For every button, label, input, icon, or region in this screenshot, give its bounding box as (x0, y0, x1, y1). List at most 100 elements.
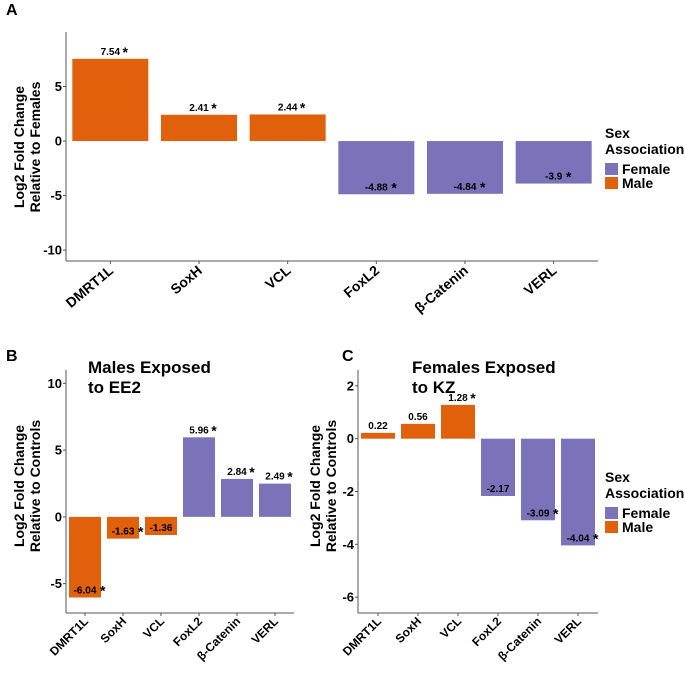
chart-b-bar (145, 516, 177, 536)
chart-c-xtick-label: VERL (552, 614, 585, 647)
chart-a-xtick-label: VCL (262, 262, 294, 293)
legend-c-male-swatch (605, 521, 618, 533)
chart-b-significance-star: * (138, 524, 144, 540)
chart-a-ytick-label: -5 (50, 188, 62, 203)
chart-a-data-label: -4.88 (365, 182, 388, 193)
legend-c-female-swatch (605, 507, 618, 519)
chart-c-data-label: -4.04 (567, 533, 590, 544)
chart-b-significance-star: * (100, 583, 106, 599)
chart-a-xtick-label: FoxL2 (340, 262, 382, 301)
legend-c-title-line1: Sex (605, 469, 630, 485)
chart-c-bar (521, 438, 555, 521)
chart-a-xtick-label: β-Catenin (411, 262, 471, 316)
chart-b-significance-star: * (211, 422, 217, 438)
chart-b-significance-star: * (287, 469, 293, 485)
chart-b-data-label: 5.96 (189, 425, 209, 436)
legend-c: Sex Association Female Male (605, 469, 684, 535)
chart-c-ytick-label: -6 (342, 590, 354, 605)
chart-b-ytick-label: 10 (48, 376, 62, 391)
panel-b-title-line2: to EE2 (88, 378, 141, 397)
chart-b-data-label: -1.36 (150, 523, 173, 534)
chart-a-ytick-label: 0 (55, 134, 62, 149)
chart-c-xtick-label: β-Catenin (495, 614, 544, 663)
chart-a-bar (161, 114, 237, 142)
chart-c-bar (401, 423, 435, 439)
chart-a-xtick-label: DMRT1L (62, 262, 116, 311)
chart-b-ytick-label: 0 (55, 509, 62, 524)
chart-c-ytick-label: 2 (347, 378, 354, 393)
panel-letter-c: C (342, 348, 354, 365)
panel-a-ylabel-line1: Log2 Fold Change (11, 86, 27, 208)
panel-c-title-line2: to KZ (412, 378, 455, 397)
chart-a-significance-star: * (211, 100, 217, 116)
chart-b-xtick-label: SoxH (98, 614, 130, 646)
chart-b-bar (69, 516, 101, 598)
chart-c-ytick-label: -2 (342, 484, 354, 499)
chart-a-significance-star: * (123, 44, 129, 60)
legend-a-male-label: Male (622, 175, 653, 191)
chart-c-data-label: 0.56 (408, 412, 428, 423)
chart-a-xtick-label: SoxH (167, 262, 205, 297)
chart-c-bar (481, 438, 515, 496)
chart-b-xtick-label: VERL (249, 614, 282, 647)
chart-c-ytick-label: -4 (342, 537, 354, 552)
chart-a-significance-star: * (566, 169, 572, 185)
chart-a-xtick-label: VERL (521, 262, 560, 299)
panel-c-title-line1: Females Exposed (412, 358, 556, 377)
chart-c-xtick-label: FoxL2 (469, 614, 504, 649)
chart-a-bar (515, 141, 592, 184)
chart-a-bar (427, 141, 503, 194)
legend-a-male-swatch (605, 177, 618, 189)
chart-a-significance-star: * (300, 99, 306, 115)
chart-b-xtick-label: DMRT1L (47, 614, 91, 658)
chart-c-data-label: 0.22 (368, 421, 388, 432)
chart-b-data-label: -6.04 (74, 586, 97, 597)
chart-b-bar (183, 437, 215, 517)
chart-c-bar (561, 438, 595, 546)
chart-b-bar (221, 478, 253, 517)
legend-a-female-swatch (605, 163, 618, 175)
chart-c-significance-star: * (470, 390, 476, 406)
chart-c-significance-star: * (593, 530, 599, 546)
chart-a-bar (249, 114, 326, 142)
panel-letter-a: A (6, 2, 18, 19)
chart-a-data-label: -3.9 (545, 172, 563, 183)
panel-c-ylabel-line1: Log2 Fold Change (307, 425, 323, 547)
chart-b-bar (107, 516, 139, 539)
panel-letter-b: B (6, 348, 18, 365)
chart-c-xtick-label: SoxH (393, 614, 425, 646)
chart-b-bar (259, 483, 291, 517)
chart-a-data-label: 2.41 (189, 103, 209, 114)
chart-c-data-label: 1.28 (448, 393, 468, 404)
panel-a-ylabel-line2: Relative to Females (27, 81, 43, 212)
legend-a-title-line1: Sex (605, 125, 630, 141)
legend-a: Sex Association Female Male (605, 125, 684, 191)
chart-c-bar (361, 432, 395, 439)
panel-b-ylabel-line1: Log2 Fold Change (11, 425, 27, 547)
chart-c-xtick-label: DMRT1L (340, 614, 384, 658)
chart-c-data-label: -2.17 (487, 484, 510, 495)
legend-a-female-label: Female (622, 161, 670, 177)
legend-c-title-line2: Association (605, 485, 684, 501)
chart-c-ytick-label: 0 (347, 431, 354, 446)
chart-c-significance-star: * (553, 505, 559, 521)
chart-a-data-label: -4.84 (454, 182, 477, 193)
legend-c-female-label: Female (622, 505, 670, 521)
chart-c-bar (441, 404, 475, 439)
chart-c-xtick-label: VCL (437, 614, 464, 641)
chart-b-xtick-label: FoxL2 (170, 614, 205, 649)
chart-a-ytick-label: 5 (55, 79, 62, 94)
chart-a-data-label: 7.54 (101, 47, 121, 58)
chart-a-ytick-label: -10 (43, 243, 62, 258)
chart-b-xtick-label: VCL (140, 614, 167, 641)
chart-a-data-label: 2.44 (278, 102, 298, 113)
chart-b-data-label: 2.49 (265, 472, 285, 483)
panel-b-title-line1: Males Exposed (88, 358, 211, 377)
chart-b-data-label: 2.84 (227, 467, 247, 478)
chart-b-ytick-label: -5 (50, 576, 62, 591)
panel-c-ylabel-line2: Relative to Controls (323, 420, 339, 552)
chart-c-data-label: -3.09 (527, 508, 550, 519)
